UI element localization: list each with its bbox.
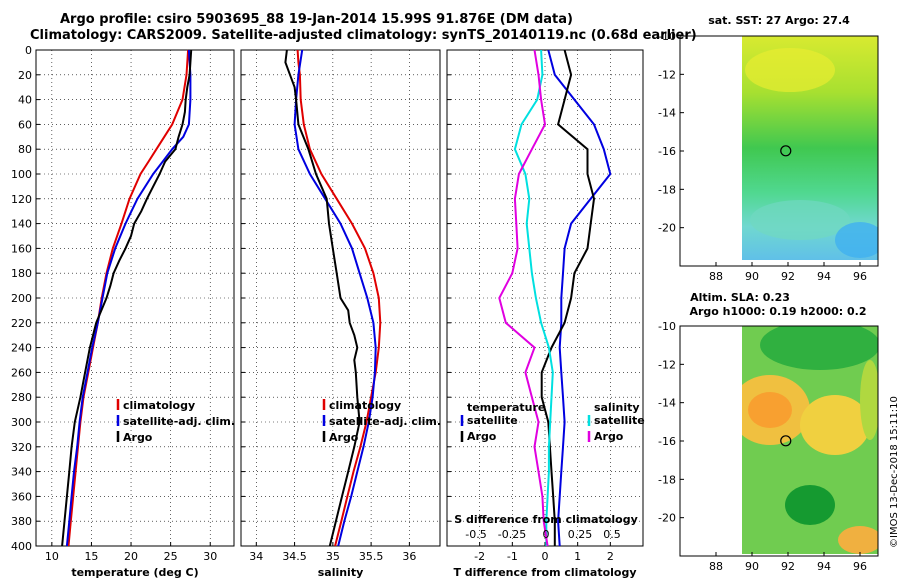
depth-tick-label: 80	[18, 143, 32, 156]
diff-legend-temperature-title: temperature	[467, 401, 545, 414]
depth-tick-label: 20	[18, 69, 32, 82]
depth-tick-label: 260	[11, 366, 32, 379]
diff-legend-label: Argo	[467, 430, 497, 443]
salinity-legend-label: Argo	[329, 431, 359, 444]
temperature-legend-label: climatology	[123, 399, 195, 412]
depth-tick-label: 40	[18, 94, 32, 107]
depth-tick-label: 280	[11, 391, 32, 404]
sla_map-y-tick-label: -16	[658, 435, 676, 448]
salinity-x-tick-label: 34.5	[282, 550, 307, 563]
diff-top-tick-label: 0.5	[603, 528, 621, 541]
sla_map-argo-marker	[780, 435, 792, 447]
figure-title-line2: Climatology: CARS2009. Satellite-adjuste…	[30, 28, 697, 43]
depth-tick-label: 100	[11, 168, 32, 181]
salinity-series-argo	[284, 49, 361, 547]
diff-top-tick-label: 0.25	[568, 528, 593, 541]
temperature-series-argo	[61, 49, 193, 547]
salinity-legend-label: climatology	[329, 399, 401, 412]
difference-x-tick-label: -1	[507, 550, 518, 563]
salinity-series-satellite-adj-clim-	[293, 49, 377, 547]
temperature-xlabel: temperature (deg C)	[71, 566, 198, 579]
depth-tick-label: 320	[11, 441, 32, 454]
imos-stamp: ©IMOS 13-Dec-2018 15:11:10	[889, 396, 900, 548]
sst_map-y-tick-label: -18	[658, 183, 676, 196]
diff-legend-salinity-title: salinity	[594, 401, 640, 414]
temperature-x-tick-label: 25	[164, 550, 178, 563]
difference-series-t-argo	[540, 49, 596, 546]
temperature-legend-label: satellite-adj. clim.	[123, 415, 235, 428]
sst_map-x-tick-label: 94	[817, 270, 831, 283]
sst-map-title: sat. SST: 27 Argo: 27.4	[708, 14, 850, 27]
sst_map-y-tick-label: -14	[658, 107, 676, 120]
depth-tick-label: 340	[11, 466, 32, 479]
sst_map-x-tick-label: 96	[853, 270, 867, 283]
salinity-x-tick-label: 36	[402, 550, 416, 563]
depth-tick-label: 240	[11, 342, 32, 355]
salinity-series-climatology	[296, 49, 382, 547]
difference-x-tick-label: 0	[542, 550, 549, 563]
temperature-x-tick-label: 15	[84, 550, 98, 563]
depth-tick-label: 400	[11, 540, 32, 553]
sst_map-y-tick-label: -20	[658, 222, 676, 235]
sst_map-x-tick-label: 88	[709, 270, 723, 283]
diff-xlabel-top: S difference from climatology	[454, 513, 638, 526]
depth-tick-label: 380	[11, 515, 32, 528]
salinity-legend-label: satellite-adj. clim.	[329, 415, 441, 428]
sst_map-y-tick-label: -10	[658, 30, 676, 43]
sla_map-x-tick-label: 88	[709, 560, 723, 573]
depth-tick-label: 0	[25, 44, 32, 57]
difference-series-t-satellite	[547, 49, 612, 547]
temperature-series-satellite-adj-clim-	[65, 49, 192, 547]
sst_map-x-tick-label: 90	[745, 270, 759, 283]
depth-tick-label: 360	[11, 490, 32, 503]
depth-tick-label: 200	[11, 292, 32, 305]
difference-series-s-argo	[498, 49, 549, 547]
sla-map-subtitle: Argo h1000: 0.19 h2000: 0.2	[689, 305, 866, 318]
temperature-legend-label: Argo	[123, 431, 153, 444]
depth-tick-label: 220	[11, 317, 32, 330]
sla_map-y-tick-label: -14	[658, 397, 676, 410]
sst_map-x-tick-label: 92	[781, 270, 795, 283]
sst_map-y-tick-label: -12	[658, 68, 676, 81]
depth-tick-label: 120	[11, 193, 32, 206]
depth-tick-label: 60	[18, 118, 32, 131]
temperature-x-tick-label: 10	[45, 550, 59, 563]
sla_map-x-tick-label: 92	[781, 560, 795, 573]
diff-top-tick-label: 0	[543, 528, 550, 541]
diff-top-tick-label: -0.25	[498, 528, 526, 541]
sla_map-y-tick-label: -10	[658, 320, 676, 333]
depth-tick-label: 140	[11, 218, 32, 231]
difference-xlabel: T difference from climatology	[453, 566, 636, 579]
sla_map-y-tick-label: -12	[658, 358, 676, 371]
sla_map-x-tick-label: 96	[853, 560, 867, 573]
sst-map-field	[742, 36, 878, 260]
difference-series-s-satellite	[513, 49, 554, 546]
depth-tick-label: 180	[11, 267, 32, 280]
difference-x-tick-label: 2	[607, 550, 614, 563]
figure-title-line1: Argo profile: csiro 5903695_88 19-Jan-20…	[60, 12, 573, 27]
diff-legend-label: satellite	[467, 414, 518, 427]
sst_map-y-tick-label: -16	[658, 145, 676, 158]
diff-legend-label: satellite	[594, 414, 645, 427]
sla_map-x-tick-label: 94	[817, 560, 831, 573]
sla-map-title: Altim. SLA: 0.23	[690, 291, 790, 304]
salinity-x-tick-label: 34	[249, 550, 263, 563]
salinity-xlabel: salinity	[318, 566, 364, 579]
difference-x-tick-label: 1	[574, 550, 581, 563]
temperature-x-tick-label: 30	[203, 550, 217, 563]
difference-x-tick-label: -2	[474, 550, 485, 563]
sst_map-argo-marker	[780, 145, 792, 157]
salinity-x-tick-label: 35	[326, 550, 340, 563]
diff-top-tick-label: -0.5	[465, 528, 486, 541]
sla_map-y-tick-label: -20	[658, 512, 676, 525]
temperature-x-tick-label: 20	[124, 550, 138, 563]
diff-legend-label: Argo	[594, 430, 624, 443]
sla_map-x-tick-label: 90	[745, 560, 759, 573]
salinity-x-tick-label: 35.5	[359, 550, 384, 563]
depth-tick-label: 160	[11, 242, 32, 255]
depth-tick-label: 300	[11, 416, 32, 429]
sla_map-y-tick-label: -18	[658, 473, 676, 486]
sla-map-field	[742, 326, 878, 554]
